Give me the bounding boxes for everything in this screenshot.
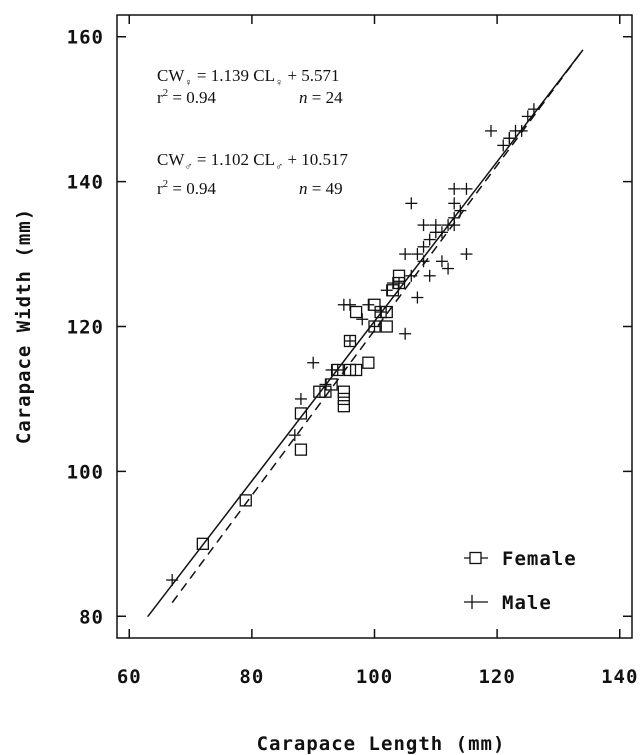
female-point-2: [294, 443, 308, 456]
male-point-2: [294, 392, 307, 405]
male-point-39: [460, 248, 473, 261]
female-point-10: [337, 392, 350, 406]
male-point-48: [527, 103, 540, 116]
x-tick-label-80: 80: [239, 666, 264, 688]
male-point-17: [399, 327, 412, 340]
points: [166, 103, 540, 587]
x-axis-title: Carapace Length (mm): [257, 733, 506, 755]
male-point-18: [399, 248, 412, 261]
male-fit-line: [147, 49, 584, 618]
female-equation-annotation: CW♀ = 1.139 CL♀ + 5.571 r2 = 0.94 n = 24: [157, 66, 343, 107]
y-tick-label-160: 160: [67, 27, 104, 49]
female-r-squared: r2 = 0.94: [157, 87, 217, 107]
female-point-0: [196, 537, 209, 550]
male-point-8: [343, 298, 356, 311]
female-equation: CW♀ = 1.139 CL♀ + 5.571: [157, 66, 340, 89]
ticks: [117, 15, 632, 638]
female-point-13: [349, 363, 363, 377]
male-point-27: [423, 269, 436, 282]
female-point-3: [294, 407, 308, 420]
fit-lines: [147, 49, 584, 618]
male-point-32: [442, 262, 455, 275]
x-tick-label-100: 100: [356, 666, 393, 688]
female-n: n = 24: [299, 88, 343, 107]
male-point-30: [435, 255, 448, 268]
male-point-10: [356, 313, 369, 326]
male-point-36: [448, 197, 461, 210]
male-point-42: [497, 139, 510, 152]
male-point-0: [166, 574, 179, 587]
y-tick-label-120: 120: [67, 317, 104, 339]
female-fit-line: [171, 49, 584, 604]
male-point-4: [319, 378, 332, 391]
x-tick-label-60: 60: [117, 666, 142, 688]
y-tick-label-80: 80: [79, 606, 104, 628]
male-point-20: [405, 197, 418, 210]
male-point-37: [448, 182, 461, 195]
male-equation-annotation: CW♂ = 1.102 CL♂ + 10.517 r2 = 0.94 n = 4…: [157, 150, 349, 198]
male-point-19: [405, 269, 418, 282]
male-point-31: [435, 226, 448, 239]
male-point-22: [411, 248, 424, 261]
x-tick-label-120: 120: [478, 666, 515, 688]
male-r-squared: r2 = 0.94: [157, 178, 217, 198]
male-point-29: [429, 219, 442, 232]
male-point-16: [393, 277, 406, 290]
legend-female-label: Female: [502, 548, 577, 570]
male-n: n = 49: [299, 179, 343, 198]
legend-male-label: Male: [502, 592, 552, 614]
legend: Female Male: [464, 548, 577, 614]
female-point-15: [362, 356, 375, 369]
male-point-11: [362, 298, 375, 311]
y-tick-label-140: 140: [67, 172, 104, 194]
legend-male-marker: [464, 595, 488, 609]
male-point-6: [331, 363, 344, 376]
male-point-13: [374, 306, 387, 319]
male-point-35: [448, 211, 461, 224]
y-tick-label-100: 100: [67, 461, 104, 483]
male-point-12: [368, 320, 381, 333]
female-point-14: [349, 305, 363, 319]
female-point-9: [337, 400, 350, 413]
male-point-3: [307, 356, 320, 369]
male-point-24: [417, 219, 430, 232]
tick-labels: 60 80 100 120 140 80 100 120 140 160: [67, 27, 638, 688]
male-point-9: [343, 334, 356, 347]
male-point-25: [417, 255, 430, 268]
female-point-1: [239, 494, 252, 507]
male-point-44: [503, 132, 516, 145]
male-point-41: [484, 124, 497, 137]
male-point-38: [454, 204, 467, 217]
legend-female-marker: [464, 551, 488, 565]
female-point-19: [380, 320, 393, 333]
male-point-47: [521, 110, 534, 123]
male-point-1: [288, 429, 301, 442]
male-point-26: [423, 233, 436, 246]
y-axis-title: Carapace Width (mm): [13, 208, 35, 444]
male-point-14: [380, 284, 393, 297]
male-point-21: [411, 291, 424, 304]
male-point-23: [417, 240, 430, 253]
male-point-46: [515, 124, 528, 137]
male-point-40: [460, 182, 473, 195]
male-equation: CW♂ = 1.102 CL♂ + 10.517: [157, 150, 349, 173]
x-tick-label-140: 140: [601, 666, 638, 688]
female-point-8: [337, 385, 350, 398]
